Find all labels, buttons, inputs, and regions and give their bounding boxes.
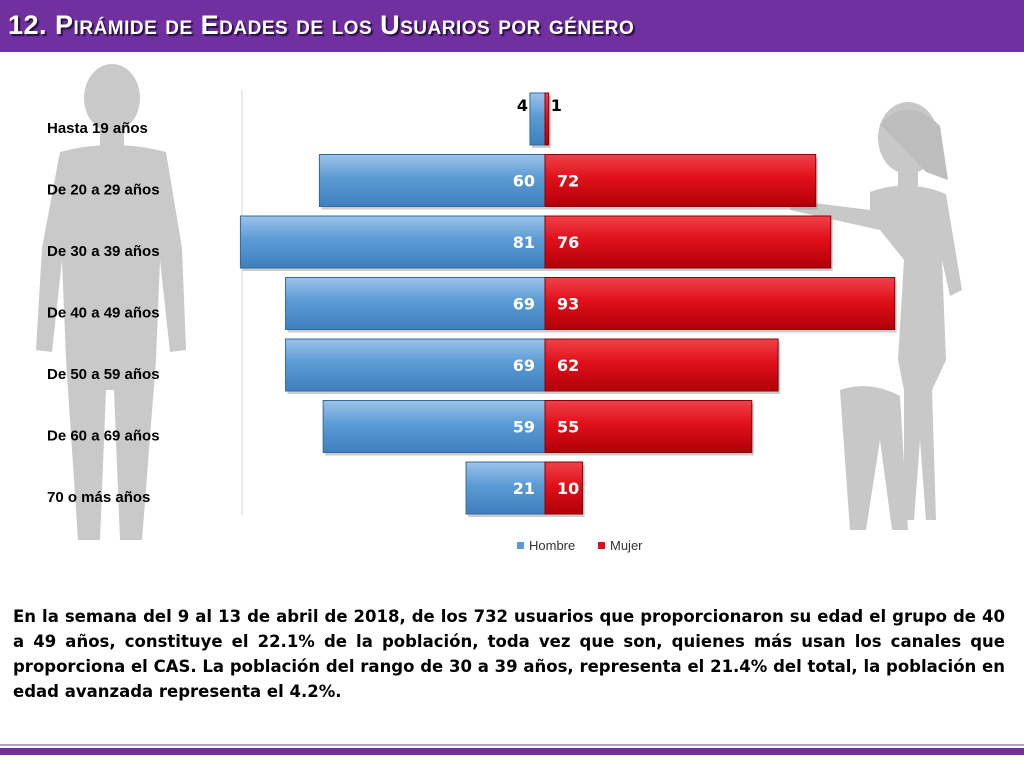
category-label: Hasta 19 años — [47, 120, 148, 137]
bar-mujer — [544, 338, 779, 392]
bar-mujer — [544, 277, 896, 330]
category-label: De 60 a 69 años — [47, 428, 160, 445]
category-label: De 20 a 29 años — [47, 182, 160, 199]
page-title: 12. Pirámide de Edades de los Usuarios p… — [8, 10, 635, 40]
data-label-mujer: 10 — [557, 479, 579, 498]
category-label: De 50 a 59 años — [47, 366, 160, 383]
data-label-hombre: 60 — [513, 172, 535, 191]
bar-hombre — [318, 154, 546, 207]
data-label-hombre: 69 — [513, 295, 535, 314]
data-label-mujer: 72 — [557, 172, 579, 191]
footer-bar — [0, 748, 1024, 755]
female-silhouette-icon — [790, 102, 962, 530]
bar-mujer — [544, 400, 753, 453]
data-label-mujer: 62 — [557, 356, 579, 375]
bar-mujer — [544, 92, 550, 146]
bar-hombre — [285, 277, 546, 330]
bar-hombre — [322, 400, 546, 453]
data-label-mujer: 76 — [557, 233, 579, 252]
data-label-hombre: 59 — [513, 418, 535, 437]
data-label-hombre: 21 — [513, 479, 535, 498]
legend-swatch-hombre — [517, 542, 524, 549]
category-label: 70 o más años — [47, 489, 150, 506]
bar-hombre — [529, 92, 546, 146]
legend-label-hombre: Hombre — [529, 538, 575, 553]
bar-mujer — [544, 154, 817, 207]
summary-paragraph: En la semana del 9 al 13 de abril de 201… — [13, 607, 1005, 701]
bar-hombre — [239, 215, 546, 269]
data-label-mujer: 1 — [551, 96, 562, 115]
bar-mujer — [544, 215, 832, 269]
legend-label-mujer: Mujer — [610, 538, 643, 553]
legend-swatch-mujer — [598, 542, 605, 549]
data-label-hombre: 81 — [513, 233, 535, 252]
bar-mujer — [544, 461, 584, 515]
data-label-hombre: 4 — [517, 96, 528, 115]
male-silhouette-icon — [36, 64, 186, 540]
bar-hombre — [285, 338, 546, 392]
data-label-mujer: 55 — [557, 418, 579, 437]
category-label: De 40 a 49 años — [47, 305, 160, 322]
population-pyramid-chart: Hasta 19 años De 20 a 29 años De 30 a 39 a… — [36, 64, 962, 553]
footer-line — [0, 744, 1024, 746]
category-label: De 30 a 39 años — [47, 243, 160, 260]
header-bar: 12. Pirámide de Edades de los Usuarios p… — [0, 0, 1024, 52]
data-label-hombre: 69 — [513, 356, 535, 375]
bar-hombre — [465, 461, 546, 515]
data-label-mujer: 93 — [557, 295, 579, 314]
